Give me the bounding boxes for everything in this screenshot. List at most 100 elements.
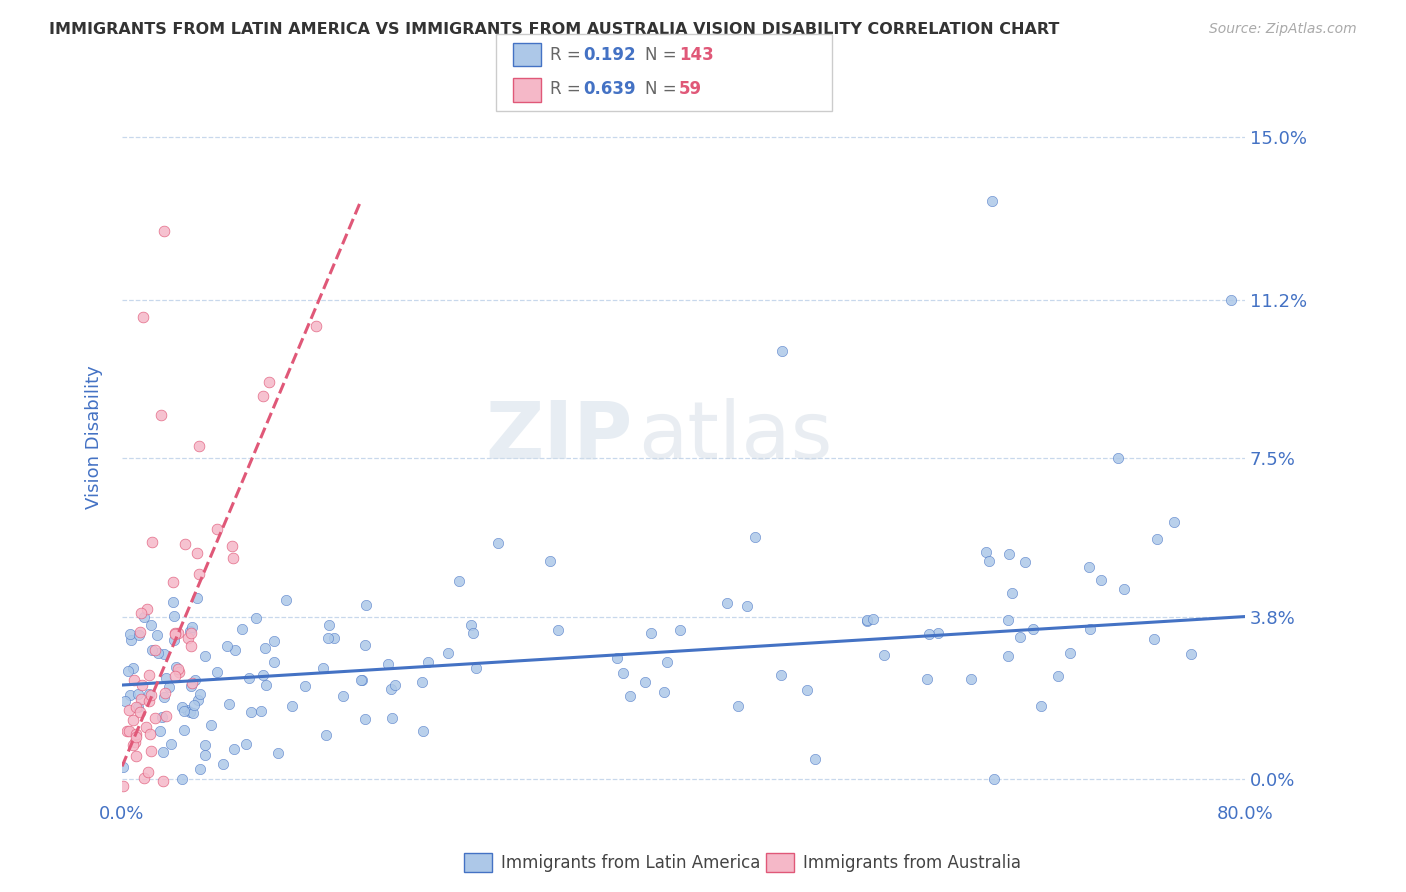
Point — [186, 546, 208, 560]
Point — [1078, 559, 1101, 574]
Point — [267, 746, 290, 760]
Point — [312, 661, 335, 675]
Point — [188, 566, 211, 581]
Point — [960, 673, 983, 687]
Point — [221, 539, 243, 553]
Point — [436, 646, 458, 660]
Point — [353, 638, 375, 652]
Point — [129, 705, 152, 719]
Point — [129, 606, 152, 620]
Point — [143, 643, 166, 657]
Text: 0.192: 0.192 — [583, 46, 636, 64]
Point — [486, 536, 509, 550]
Point — [606, 651, 628, 665]
Point — [997, 649, 1019, 664]
Point — [350, 673, 373, 687]
Point — [619, 689, 641, 703]
Point — [174, 537, 197, 551]
Point — [253, 640, 276, 655]
Point — [1008, 630, 1031, 644]
Point — [177, 631, 200, 645]
Point — [231, 622, 253, 636]
Point — [124, 734, 146, 748]
Point — [1163, 516, 1185, 530]
Point — [122, 713, 145, 727]
Point — [180, 620, 202, 634]
Point — [136, 601, 159, 615]
Point — [447, 574, 470, 588]
Point — [136, 765, 159, 780]
Point — [112, 815, 135, 830]
Point — [160, 737, 183, 751]
Point — [153, 686, 176, 700]
Point — [668, 623, 690, 637]
Point — [354, 598, 377, 612]
Text: R =: R = — [550, 46, 586, 64]
Point — [194, 748, 217, 763]
Point — [181, 706, 204, 721]
Point — [652, 684, 675, 698]
Point — [127, 699, 149, 714]
Point — [183, 698, 205, 712]
Point — [153, 224, 176, 238]
Text: IMMIGRANTS FROM LATIN AMERICA VS IMMIGRANTS FROM AUSTRALIA VISION DISABILITY COR: IMMIGRANTS FROM LATIN AMERICA VS IMMIGRA… — [49, 22, 1060, 37]
Point — [862, 612, 884, 626]
Point — [129, 691, 152, 706]
Point — [222, 741, 245, 756]
Point — [122, 739, 145, 753]
Point — [384, 678, 406, 692]
Point — [141, 643, 163, 657]
Point — [727, 699, 749, 714]
Point — [1112, 582, 1135, 596]
Point — [172, 772, 194, 787]
Point — [180, 679, 202, 693]
Point — [124, 727, 146, 741]
Point — [655, 655, 678, 669]
Point — [194, 738, 217, 752]
Point — [1219, 293, 1241, 307]
Point — [1029, 698, 1052, 713]
Point — [463, 626, 485, 640]
Point — [112, 760, 135, 774]
Point — [148, 646, 170, 660]
Point — [180, 626, 202, 640]
Point — [735, 599, 758, 613]
Point — [184, 673, 207, 688]
Point — [240, 706, 263, 720]
Point — [412, 724, 434, 739]
Point — [149, 723, 172, 738]
Point — [263, 634, 285, 648]
Point — [141, 534, 163, 549]
Point — [304, 318, 326, 333]
Point — [377, 657, 399, 671]
Point — [135, 721, 157, 735]
Point — [1078, 622, 1101, 636]
Point — [1022, 622, 1045, 636]
Point — [633, 675, 655, 690]
Point — [170, 699, 193, 714]
Point — [165, 659, 187, 673]
Point — [163, 668, 186, 682]
Point — [122, 661, 145, 675]
Point — [155, 709, 177, 723]
Point — [146, 628, 169, 642]
Point — [222, 550, 245, 565]
Point — [180, 639, 202, 653]
Point — [134, 815, 156, 830]
Point — [249, 704, 271, 718]
Point — [152, 745, 174, 759]
Point — [796, 682, 818, 697]
Text: Source: ZipAtlas.com: Source: ZipAtlas.com — [1209, 22, 1357, 37]
Point — [918, 627, 941, 641]
Point — [332, 689, 354, 703]
Point — [152, 690, 174, 704]
Point — [120, 633, 142, 648]
Point — [464, 661, 486, 675]
Point — [856, 615, 879, 629]
Point — [150, 409, 173, 423]
Point — [162, 595, 184, 609]
Point — [770, 344, 793, 359]
Point — [1001, 586, 1024, 600]
Point — [276, 592, 298, 607]
Point — [252, 667, 274, 681]
